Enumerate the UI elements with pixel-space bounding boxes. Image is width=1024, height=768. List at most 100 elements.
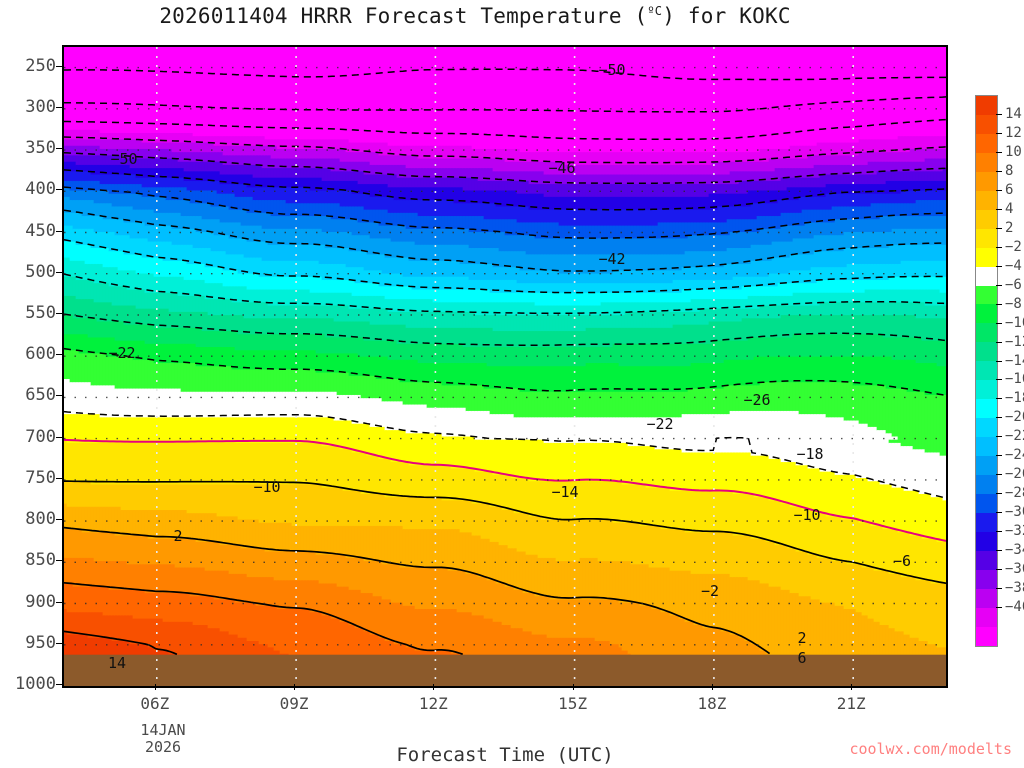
contour-label: −50 [110, 150, 137, 168]
watermark-link[interactable]: coolwx.com/modelts [849, 740, 1012, 758]
terrain-surface-layer [64, 654, 946, 686]
colorbar-tick-label: 2 [1005, 219, 1014, 236]
y-axis-tick-label: 950 [25, 632, 56, 653]
contour-line [64, 152, 946, 184]
contour-label: 14 [108, 654, 126, 672]
colorbar-tick-label: −4 [1005, 257, 1022, 274]
title-degree-unit: ºC [647, 4, 663, 18]
colorbar-tick-label: 6 [1005, 181, 1014, 198]
contour-label: −46 [548, 159, 575, 177]
y-axis-tick-label: 1000 [15, 674, 56, 694]
colorbar-tick [996, 531, 1002, 533]
contour-label: −18 [796, 445, 823, 463]
colorbar-tick [996, 417, 1002, 419]
plot-layers: −50 −50 −46 −42 −22 −26 −22 −18 −10 −14 −10 −6 2 −2 2 6… [64, 47, 946, 686]
contour-label: 6 [797, 649, 806, 667]
contour-line [64, 68, 946, 81]
x-axis: 06Z 09Z 12Z 15Z 18Z 21Z [62, 684, 948, 714]
colorbar-tick-label: 12 [1005, 124, 1022, 141]
colorbar-segment [976, 437, 997, 457]
colorbar-tick [996, 398, 1002, 400]
x-axis-tick-label: 18Z [697, 694, 727, 713]
x-axis-tick-label: 06Z [140, 694, 170, 713]
grid-layer [64, 47, 946, 686]
colorbar-segment [976, 114, 997, 134]
y-axis-tick [56, 230, 63, 232]
y-axis-tick-label: 400 [25, 179, 56, 200]
y-axis-tick-label: 750 [25, 467, 56, 488]
y-axis-tick [56, 148, 63, 150]
colorbar-tick [996, 550, 1002, 552]
colorbar-segment [976, 494, 997, 513]
x-axis-tick [711, 684, 713, 690]
colorbar-segment [976, 626, 997, 646]
colorbar-tick [996, 493, 1002, 495]
colorbar-tick-label: −24 [1005, 447, 1024, 464]
colorbar-segment [976, 569, 997, 589]
x-axis-tick-label: 21Z [836, 694, 866, 713]
contour-label: −10 [253, 478, 280, 496]
contour-line [64, 630, 178, 656]
colorbar-segment [976, 512, 997, 532]
contour-line [64, 410, 946, 499]
colorbar-tick [996, 284, 1002, 286]
colorbar-tick-label: −28 [1005, 485, 1024, 502]
colorbar-tick-label: −30 [1005, 504, 1024, 521]
y-axis-tick [56, 642, 63, 644]
contour-line [64, 347, 946, 397]
colorbar-tick-label: −10 [1005, 314, 1024, 331]
colorbar-tick [996, 512, 1002, 514]
colorbar-segment [976, 607, 997, 627]
temperature-colorbar [975, 95, 998, 647]
colorbar-tick-label: 8 [1005, 162, 1014, 179]
contour-label: −14 [551, 483, 578, 501]
x-axis-title: Forecast Time (UTC) [396, 744, 614, 766]
colorbar-tick-label: −16 [1005, 371, 1024, 388]
colorbar-tick-label: −40 [1005, 599, 1024, 616]
colorbar-tick [996, 246, 1002, 248]
colorbar-segment [976, 361, 997, 381]
title-text-after: ) for KOKC [662, 4, 791, 28]
colorbar-tick-label: −14 [1005, 352, 1024, 369]
colorbar-tick-label: −2 [1005, 238, 1022, 255]
contour-line [64, 186, 946, 239]
page-title: 2026011404 HRRR Forecast Temperature (ºC… [0, 4, 950, 28]
colorbar-tick-label: −34 [1005, 542, 1024, 559]
y-axis: 250 300 350 400 450 500 550 600 650 700 750 800 850 9… [0, 45, 63, 694]
colorbar-tick-label: −18 [1005, 390, 1024, 407]
y-axis-tick-label: 850 [25, 550, 56, 571]
y-axis-tick [56, 354, 63, 356]
contour-line [64, 118, 946, 141]
colorbar-tick [996, 132, 1002, 134]
colorbar-tick [996, 341, 1002, 343]
contour-line [64, 313, 946, 346]
y-axis-tick-label: 500 [25, 261, 56, 282]
contour-fill-layer [64, 47, 946, 686]
y-axis-tick [56, 519, 63, 521]
colorbar-segment [976, 304, 997, 324]
colorbar-tick [996, 379, 1002, 381]
y-axis-tick-label: 250 [25, 55, 56, 76]
colorbar-tick [996, 436, 1002, 438]
colorbar-tick [996, 474, 1002, 476]
y-axis-tick [56, 477, 63, 479]
colorbar-tick [996, 208, 1002, 210]
colorbar-tick [996, 455, 1002, 457]
colorbar-tick [996, 303, 1002, 305]
colorbar-tick [996, 151, 1002, 153]
colorbar-tick-label: 10 [1005, 143, 1022, 160]
x-axis-tick [294, 684, 296, 690]
contour-line [64, 526, 771, 655]
colorbar-tick [996, 569, 1002, 571]
y-axis-tick-label: 350 [25, 138, 56, 159]
y-axis-tick [56, 684, 63, 685]
contour-label: −10 [793, 506, 820, 524]
y-axis-tick-label: 900 [25, 591, 56, 612]
colorbar-segment [976, 475, 997, 495]
x-axis-tick [851, 684, 853, 690]
contour-label: −22 [108, 344, 135, 362]
colorbar-tick-label: −12 [1005, 333, 1024, 350]
x-axis-tick-label: 15Z [558, 694, 588, 713]
y-axis-tick-label: 650 [25, 385, 56, 406]
colorbar-tick [996, 113, 1002, 115]
